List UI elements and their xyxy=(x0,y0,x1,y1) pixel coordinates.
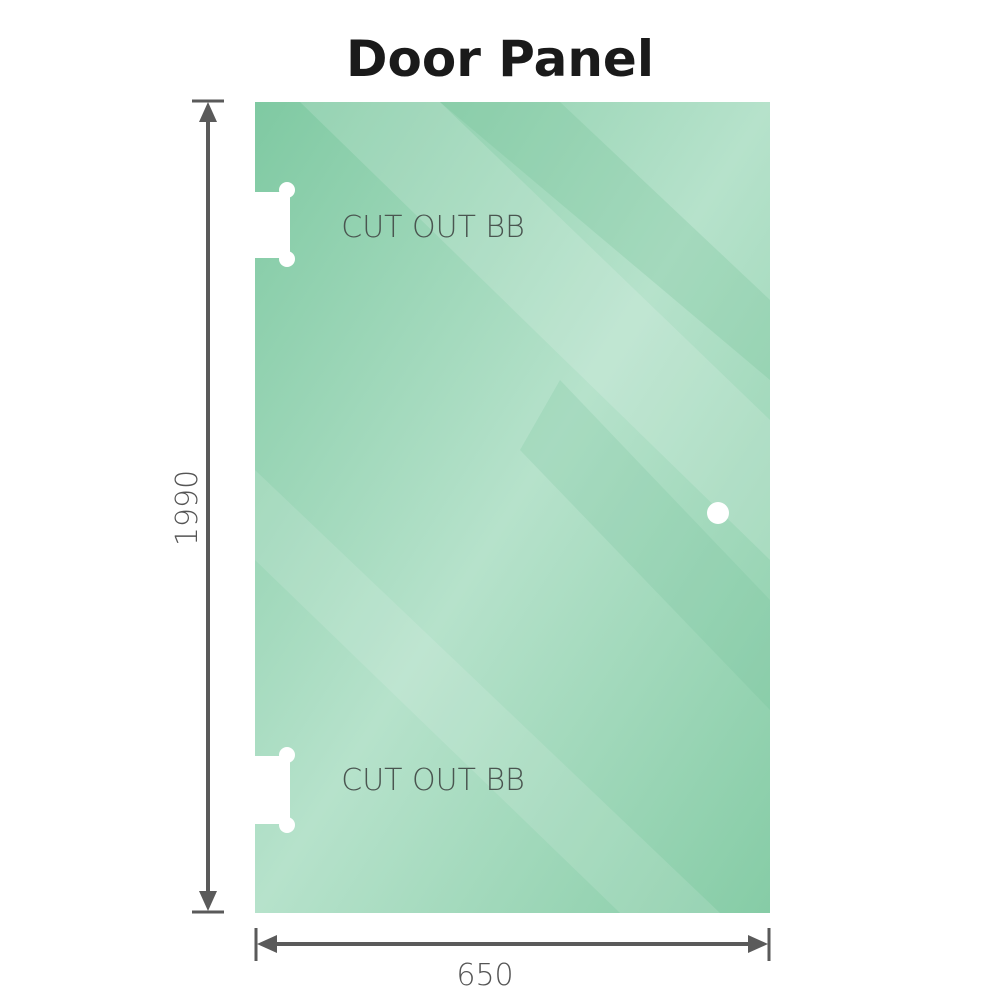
glass-panel xyxy=(255,102,770,913)
height-dimension xyxy=(192,99,224,914)
width-value: 650 xyxy=(456,958,513,993)
diagram-title: Door Panel xyxy=(346,30,654,88)
width-dimension xyxy=(254,928,771,961)
cutout-top-label: CUT OUT BB xyxy=(341,210,525,245)
cutout-bottom-label: CUT OUT BB xyxy=(341,763,525,798)
height-value: 1990 xyxy=(170,470,205,546)
